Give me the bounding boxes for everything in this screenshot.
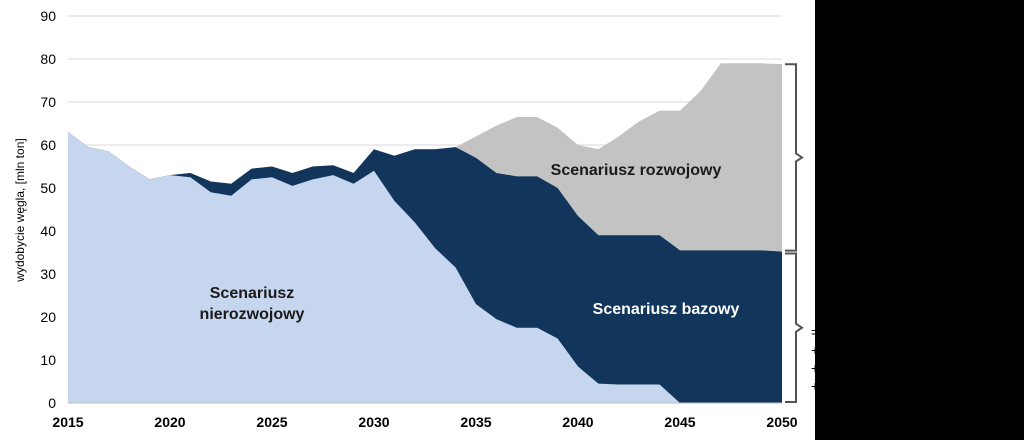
x-tick-2025: 2025 [256,414,287,430]
series-label-line: Scenariusz bazowy [593,301,740,318]
upper-bracket [785,63,804,252]
series-label-line: nierozwojowy [200,306,305,323]
area-scenariusz-nierozwojowy [68,132,782,403]
x-tick-2030: 2030 [358,414,389,430]
y-tick-70: 70 [40,94,56,110]
y-tick-40: 40 [40,223,56,239]
series-label-line: Scenariusz [210,285,294,302]
lower-bracket-line: + Ościsłowo [811,378,887,394]
lower-bracket-line: = Scenariusz bazowy [811,324,944,340]
x-tick-2020: 2020 [154,414,185,430]
series-labels: Scenariusz nierozwojowy Scenariusz bazowy S… [200,162,740,323]
y-tick-10: 10 [40,352,56,368]
y-tick-20: 20 [40,309,56,325]
lower-bracket-line: + Gubin [811,360,860,376]
x-tick-2015: 2015 [52,414,83,430]
y-tick-80: 80 [40,51,56,67]
y-tick-60: 60 [40,137,56,153]
upper-bracket-line: + Legnica [816,201,877,217]
right-dark-panel [815,0,1024,440]
y-tick-50: 50 [40,180,56,196]
area-series [68,63,782,404]
x-tick-2040: 2040 [562,414,593,430]
upper-bracket-text: = Scenariusz rozwojowy + Dęby Szlacheckie… [816,147,967,217]
y-tick-0: 0 [48,395,56,411]
series-label-scenariusz-bazowy: Scenariusz bazowy [593,301,740,318]
x-tick-2035: 2035 [460,414,491,430]
y-tick-30: 30 [40,266,56,282]
upper-bracket-line: = Scenariusz rozwojowy [816,147,967,163]
lower-bracket-text: = Scenariusz bazowy + Złoczew + Gubin + Ośc… [811,324,944,394]
lower-bracket [785,252,804,403]
x-tick-2045: 2045 [664,414,695,430]
y-tick-labels: 0 10 20 30 40 50 60 70 80 90 [40,8,56,411]
x-tick-labels: 2015 2020 2025 2030 2035 2040 2045 2050 [52,414,797,430]
upper-bracket-line: + Oczkowice [816,183,896,199]
series-label-scenariusz-nierozwojowy: Scenariusz nierozwojowy [200,285,305,323]
lower-bracket-line: + Złoczew [811,342,875,358]
x-tick-2050: 2050 [766,414,797,430]
y-tick-90: 90 [40,8,56,24]
y-axis-label: wydobycie węgla, [mln ton] [13,138,27,282]
upper-bracket-line: + Dęby Szlacheckie [816,165,940,181]
series-label-scenariusz-rozwojowy: Scenariusz rozwojowy [551,162,722,179]
series-label-line: Scenariusz rozwojowy [551,162,722,179]
bracket-annotations: = Scenariusz rozwojowy + Dęby Szlacheckie… [785,63,967,403]
